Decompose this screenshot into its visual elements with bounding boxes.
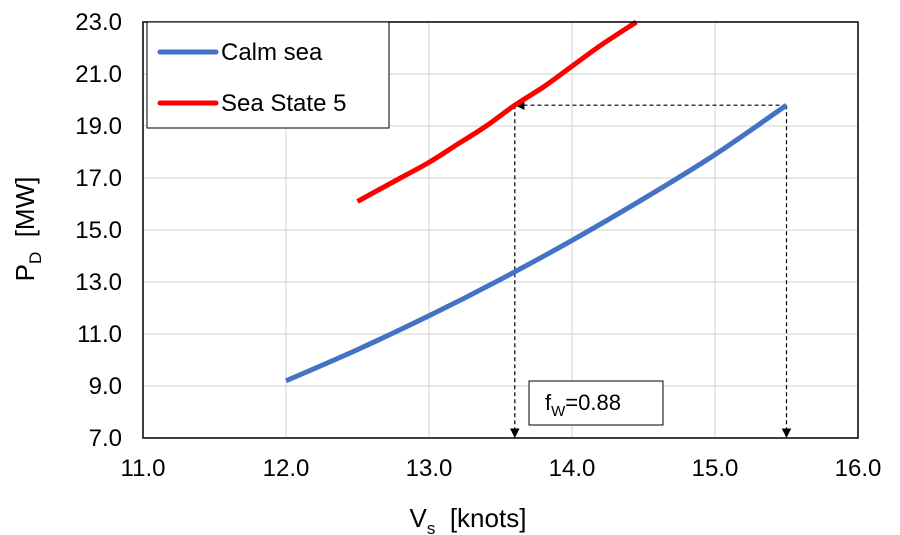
y-tick-label: 13.0 [75,269,122,296]
series-line-calm-sea [285,103,788,384]
y-tick-label: 15.0 [75,217,122,244]
annotation-label-sub: W [551,403,566,420]
annotation-label-rest: =0.88 [565,390,621,415]
x-tick-label: 11.0 [121,455,166,482]
legend: Calm sea Sea State 5 [146,21,390,129]
plot-area-frame [142,21,859,439]
y-tick-labels: 7.0 9.0 11.0 13.0 15.0 17.0 19.0 21.0 23.0 [75,9,122,452]
series-lines [285,19,788,384]
y-tick-label: 11.0 [77,321,122,348]
y-tick-label: 7.0 [89,425,122,452]
annotation-label: fW=0.88 [545,390,621,420]
legend-label-calm-sea: Calm sea [221,39,323,66]
annotation-arrows [509,100,792,438]
y-tick-label: 9.0 [89,373,122,400]
y-tick-label: 17.0 [75,165,122,192]
y-tick-label: 23.0 [75,9,122,36]
annotation-box: fW=0.88 [528,380,664,426]
annotation-label-main: f [545,390,552,415]
x-tick-label: 13.0 [406,455,453,482]
x-axis-title: Vs [knots] [410,503,527,535]
y-tick-label: 21.0 [75,61,122,88]
legend-label-sea-state-5: Sea State 5 [221,90,346,117]
series-line-sea-state-5 [356,19,638,204]
y-tick-label: 19.0 [75,113,122,140]
x-tick-label: 15.0 [692,455,739,482]
x-tick-label: 12.0 [263,455,310,482]
y-axis-title: PD [MW] [10,177,45,282]
x-tick-label: 14.0 [549,455,596,482]
x-tick-label: 16.0 [835,455,882,482]
x-tick-labels: 11.0 12.0 13.0 14.0 15.0 16.0 [121,455,882,482]
